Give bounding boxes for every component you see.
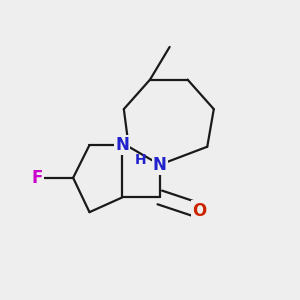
Text: O: O <box>192 202 206 220</box>
Text: N: N <box>153 156 167 174</box>
Text: F: F <box>32 169 43 187</box>
Text: N: N <box>115 136 129 154</box>
Text: H: H <box>135 153 146 167</box>
